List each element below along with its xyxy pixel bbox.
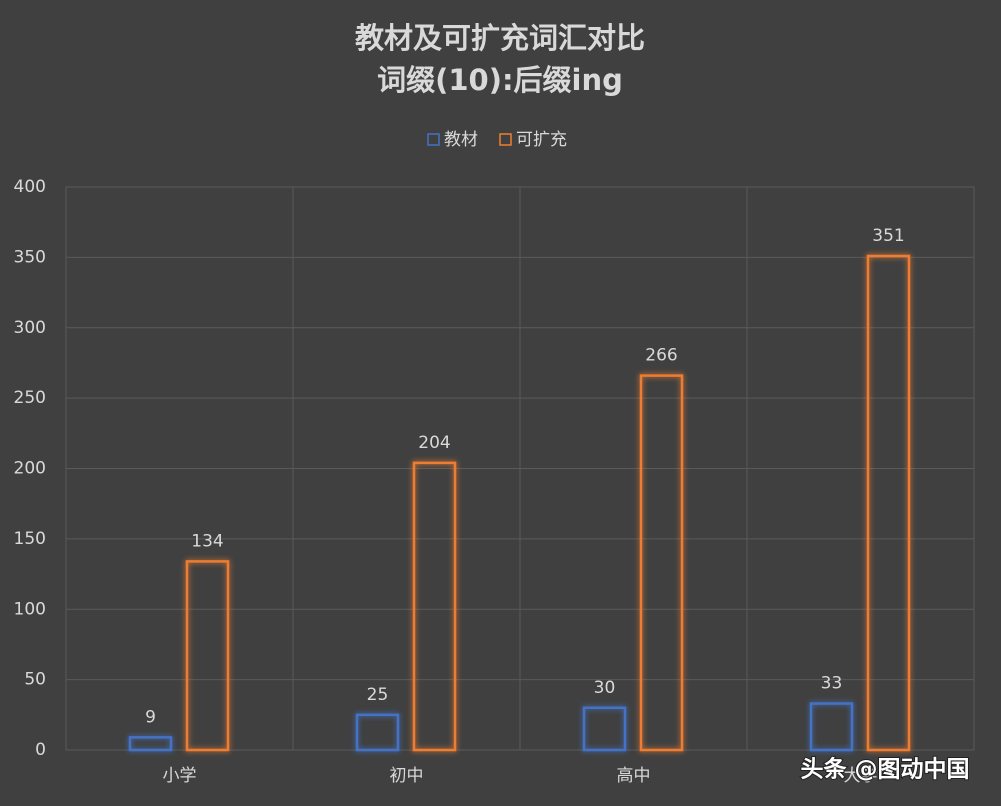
y-tick-label: 100	[14, 599, 46, 619]
y-tick-label: 50	[24, 670, 46, 690]
chart-title: 教材及可扩充词汇对比	[355, 21, 645, 55]
y-tick-label: 150	[14, 529, 46, 549]
y-tick-label: 250	[14, 388, 46, 408]
watermark: 头条 @图动中国	[800, 756, 969, 783]
data-label: 134	[191, 531, 223, 551]
data-label: 30	[594, 678, 616, 698]
legend-label: 可扩充	[516, 130, 567, 150]
y-tick-label: 400	[14, 177, 46, 197]
bar	[582, 706, 627, 752]
legend-swatch	[427, 133, 440, 146]
legend-label: 教材	[444, 130, 478, 150]
x-tick-label: 高中	[617, 766, 651, 786]
y-tick-label: 0	[35, 740, 46, 760]
bar	[412, 461, 457, 752]
data-label: 351	[872, 226, 904, 246]
bar	[639, 374, 684, 752]
bar	[185, 560, 230, 752]
bar	[809, 702, 854, 752]
y-tick-label: 300	[14, 318, 46, 338]
bar	[355, 713, 400, 752]
data-label: 204	[418, 433, 450, 453]
bar	[866, 254, 911, 752]
data-label: 25	[367, 685, 389, 705]
y-tick-label: 200	[14, 459, 46, 479]
legend-swatch	[499, 133, 512, 146]
data-label: 33	[821, 674, 843, 694]
x-tick-label: 小学	[163, 766, 197, 786]
data-label: 266	[645, 346, 677, 366]
y-tick-label: 350	[14, 247, 46, 267]
bar	[128, 736, 173, 752]
chart-subtitle: 词缀(10):后缀ing	[377, 63, 623, 97]
x-tick-label: 大学	[844, 766, 878, 786]
data-label: 9	[145, 707, 156, 727]
x-tick-label: 初中	[390, 766, 424, 786]
